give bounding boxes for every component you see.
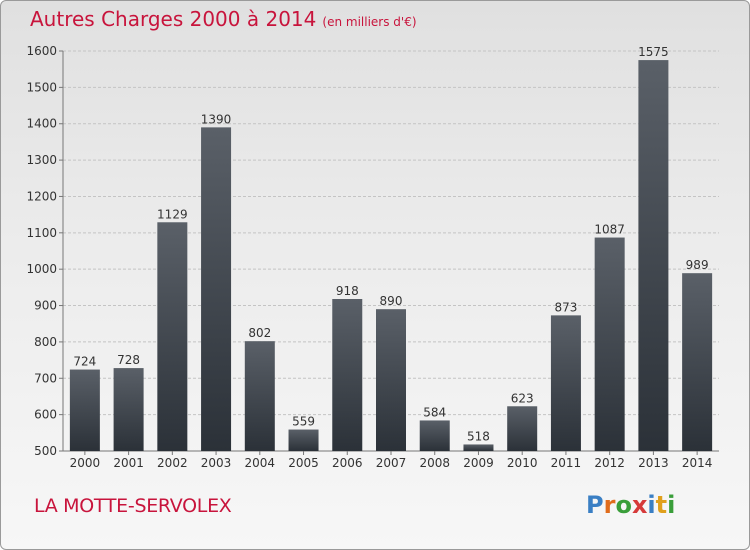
bar [113,368,144,451]
bar [507,406,538,451]
data-label: 918 [336,284,359,298]
data-label: 873 [554,300,577,314]
x-tick-label: 2008 [419,456,450,470]
data-label: 890 [380,294,403,308]
y-tick-label: 800 [34,335,57,349]
data-label: 989 [686,258,709,272]
x-tick-label: 2001 [113,456,144,470]
logo-letter: o [615,491,632,519]
bar [69,369,100,451]
bar [594,237,625,451]
y-tick-label: 1600 [26,44,57,58]
x-tick-label: 2003 [201,456,232,470]
logo-letter: r [603,491,616,519]
x-tick-label: 2011 [551,456,582,470]
bar [288,429,319,451]
bar [332,299,363,451]
proxiti-logo: Proxiti [586,491,675,519]
bar [682,273,713,451]
logo-letter: t [655,491,668,519]
logo-letter: i [667,491,676,519]
y-tick-label: 1300 [26,153,57,167]
bar [638,60,669,451]
chart-title: Autres Charges 2000 à 2014 (en milliers d… [30,7,417,31]
logo-letter: P [586,491,604,519]
x-tick-label: 2006 [332,456,363,470]
logo-letter: x [631,491,648,519]
y-tick-label: 700 [34,371,57,385]
data-label: 1575 [638,45,669,59]
place-name: LA MOTTE-SERVOLEX [34,495,232,517]
x-tick-label: 2002 [157,456,188,470]
y-tick-label: 600 [34,408,57,422]
y-tick-label: 900 [34,299,57,313]
logo-letter: i [647,491,656,519]
data-label: 584 [423,405,446,419]
x-tick-label: 2004 [245,456,276,470]
bar [376,309,406,451]
bar [244,341,275,451]
y-tick-label: 1200 [26,189,57,203]
chart-title-unit: (en milliers d'€) [322,15,417,29]
data-label: 1390 [201,112,232,126]
x-tick-label: 2010 [507,456,538,470]
data-label: 623 [511,391,534,405]
bar [419,420,450,451]
x-tick-label: 2000 [70,456,101,470]
bar [157,222,188,451]
x-tick-label: 2014 [682,456,713,470]
x-tick-label: 2005 [288,456,319,470]
data-label: 1129 [157,207,188,221]
data-label: 724 [73,355,96,369]
data-label: 802 [248,326,271,340]
data-label: 728 [117,353,140,367]
data-label: 518 [467,429,490,443]
y-tick-label: 1400 [26,117,57,131]
bar [550,315,581,451]
x-tick-label: 2013 [638,456,669,470]
x-tick-label: 2007 [376,456,407,470]
y-tick-label: 1000 [26,262,57,276]
bar [201,127,232,451]
y-tick-label: 1100 [26,226,57,240]
x-tick-label: 2012 [594,456,625,470]
y-tick-label: 500 [34,444,57,458]
y-tick-label: 1500 [26,80,57,94]
data-label: 559 [292,415,315,429]
data-label: 1087 [594,223,625,237]
chart-title-text: Autres Charges 2000 à 2014 [30,7,317,31]
x-tick-label: 2009 [463,456,494,470]
bar [463,444,494,451]
